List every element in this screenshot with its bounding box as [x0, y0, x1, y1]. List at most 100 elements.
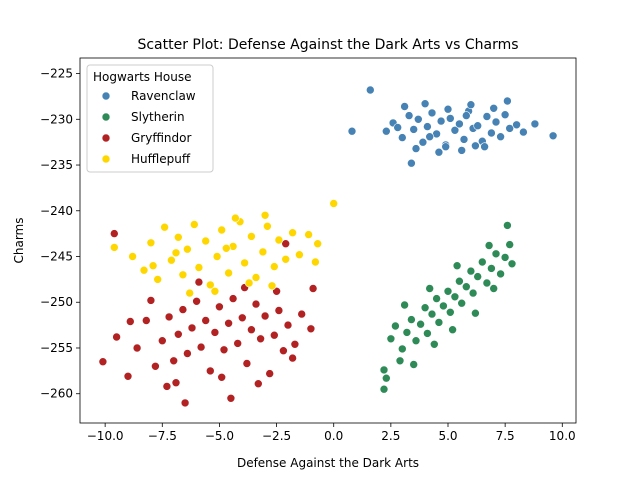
data-point [397, 344, 407, 354]
data-point [477, 257, 487, 267]
data-point [548, 131, 558, 141]
data-point [409, 125, 419, 134]
data-point [455, 276, 464, 286]
data-point [180, 398, 190, 408]
data-point [288, 228, 297, 237]
x-tick-label: −5.0 [205, 429, 234, 443]
data-point [381, 373, 391, 383]
x-tick-label: 0.0 [324, 429, 343, 443]
data-point [215, 302, 224, 312]
data-point [274, 306, 284, 315]
data-point [512, 120, 521, 130]
data-point [311, 257, 320, 267]
data-point [489, 284, 499, 293]
data-point [162, 382, 172, 391]
data-point [503, 96, 512, 106]
y-tick-label: −230 [40, 112, 73, 126]
data-point [313, 239, 323, 248]
data-point [420, 303, 430, 313]
data-point [445, 307, 455, 317]
data-point [185, 288, 194, 298]
chart-title: Scatter Plot: Defense Against the Dark A… [137, 37, 518, 53]
legend-label-slytherin: Slytherin [131, 110, 185, 124]
data-point [260, 211, 270, 220]
legend-label-gryffindor: Gryffindor [131, 131, 192, 145]
data-point [272, 286, 281, 296]
data-point [233, 339, 242, 348]
data-point [123, 371, 133, 381]
data-point [174, 329, 183, 339]
data-point [281, 254, 291, 264]
data-point [242, 359, 252, 368]
data-point [244, 278, 254, 288]
data-point [194, 277, 204, 287]
data-point [427, 108, 437, 118]
data-point [153, 275, 162, 284]
data-point [407, 315, 416, 324]
x-tick-label: −10.0 [87, 429, 124, 443]
data-point [251, 299, 261, 309]
data-point [146, 296, 156, 305]
data-point [491, 117, 501, 127]
data-point [98, 357, 108, 367]
data-point [269, 262, 279, 271]
data-point [297, 309, 307, 319]
data-point [400, 102, 409, 111]
data-point [132, 343, 142, 353]
data-point [267, 281, 277, 291]
data-point [222, 244, 231, 253]
data-point [290, 339, 300, 349]
legend-marker-hufflepuff [101, 154, 111, 164]
data-point [164, 312, 174, 322]
data-point [171, 248, 181, 258]
data-point [423, 122, 432, 131]
data-point [505, 240, 515, 249]
data-point [281, 239, 291, 248]
data-point [434, 318, 444, 327]
data-point [217, 372, 226, 382]
data-point [455, 119, 464, 129]
series-gryffindor [98, 229, 318, 408]
data-point [466, 266, 476, 276]
data-point [231, 213, 240, 223]
data-point [139, 265, 149, 275]
legend-title: Hogwarts House [93, 70, 191, 84]
data-point [190, 220, 199, 229]
data-point [480, 142, 489, 151]
data-point [212, 252, 222, 261]
data-point [432, 294, 441, 303]
data-point [420, 99, 430, 108]
data-point [407, 158, 416, 168]
data-point [503, 221, 512, 230]
data-point [441, 142, 451, 151]
data-point [452, 261, 462, 271]
legend-label-hufflepuff: Hufflepuff [131, 152, 191, 166]
data-point [402, 328, 412, 337]
data-point [201, 316, 210, 325]
data-point [379, 384, 389, 394]
data-point [158, 336, 167, 346]
legend-box [86, 64, 214, 173]
y-tick-label: −260 [40, 387, 73, 401]
y-tick-label: −245 [40, 250, 73, 264]
data-point [448, 325, 457, 335]
data-point [491, 249, 501, 259]
data-point [174, 233, 183, 242]
data-point [112, 332, 121, 342]
data-point [413, 115, 423, 124]
data-point [397, 133, 407, 142]
data-point [295, 250, 304, 259]
data-point [126, 317, 135, 326]
data-point [487, 264, 496, 273]
x-tick-label: 7.5 [496, 429, 515, 443]
data-point [473, 272, 483, 281]
data-point [178, 305, 188, 314]
x-axis: −10.0 −7.5 −5.0 −2.5 0.0 2.5 5.0 7.5 10.0 [87, 423, 576, 443]
data-point [443, 286, 453, 296]
data-point [308, 284, 318, 293]
y-tick-label: −235 [40, 158, 73, 172]
data-point [471, 308, 480, 318]
data-point [210, 286, 220, 296]
data-point [160, 222, 169, 232]
